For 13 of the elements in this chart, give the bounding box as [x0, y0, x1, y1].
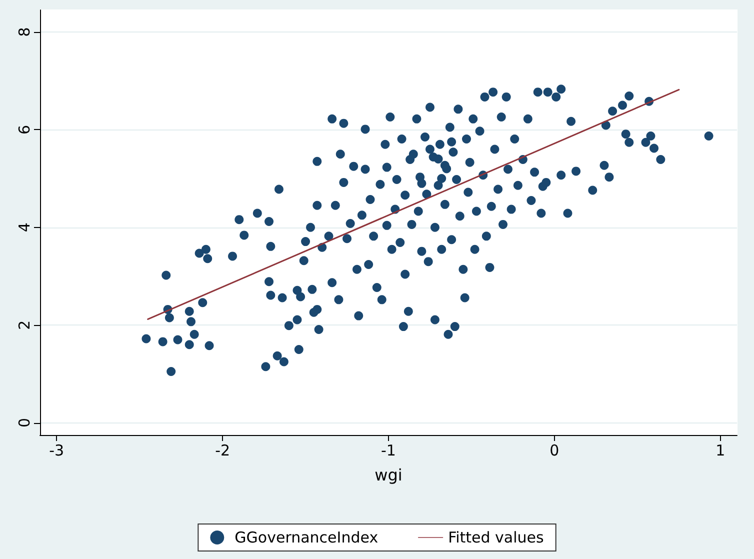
y-tick-label: 2	[16, 320, 34, 330]
x-tick-label: 1	[716, 442, 726, 460]
y-tick-label: 4	[16, 222, 34, 232]
y-tick-label: 6	[16, 124, 34, 134]
legend-label: GGovernanceIndex	[234, 528, 378, 546]
x-axis-title: wgi	[374, 466, 402, 484]
y-tick-label: 0	[16, 418, 34, 428]
x-tick-label: -2	[215, 442, 230, 460]
x-tick-label: -3	[49, 442, 64, 460]
x-tick-label: 0	[550, 442, 560, 460]
y-tick-label: 8	[16, 27, 34, 37]
legend-label: Fitted values	[448, 528, 544, 546]
x-tick-label: -1	[381, 442, 396, 460]
